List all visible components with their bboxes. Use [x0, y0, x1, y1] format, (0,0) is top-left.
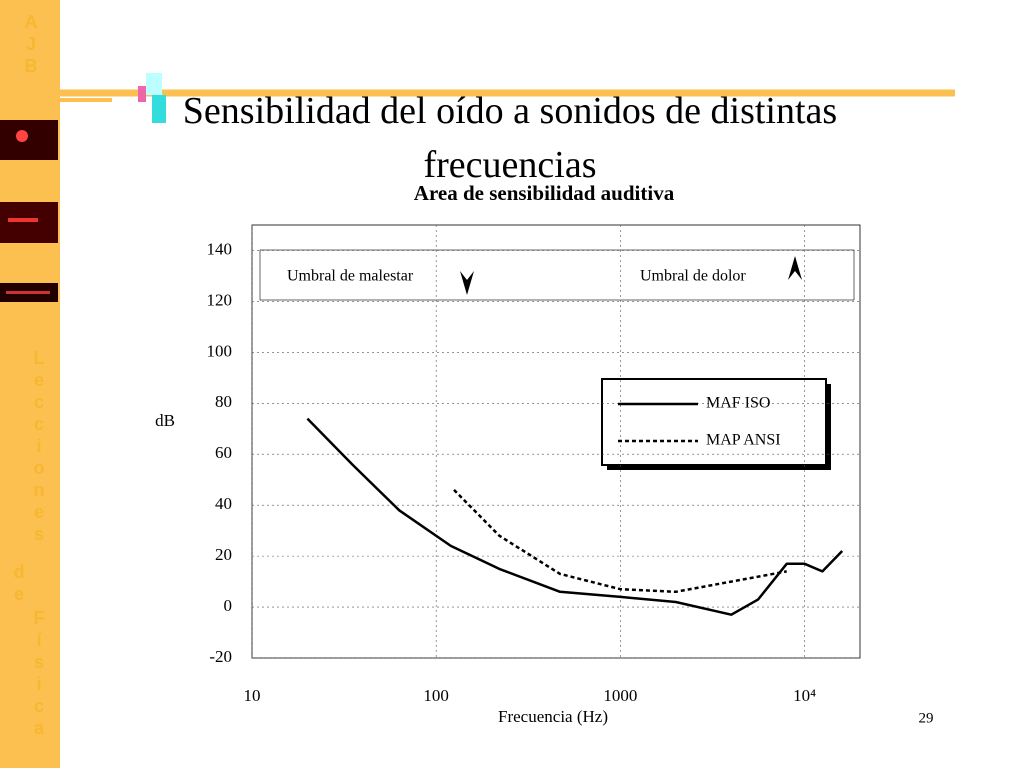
chart-title: Area de sensibilidad auditiva [414, 181, 675, 205]
sidebar-image-light [8, 218, 38, 222]
decor-square [138, 86, 146, 102]
y-tick-label: 100 [207, 341, 233, 360]
y-tick-label: 60 [215, 443, 232, 462]
x-axis-label: Frecuencia (Hz) [498, 707, 608, 726]
decor-square [146, 73, 162, 95]
sidebar-image [0, 120, 58, 160]
y-tick-label: -20 [209, 647, 232, 666]
sidebar-word: Lecciones [29, 348, 49, 546]
annotation-box [259, 249, 855, 301]
annotation: Umbral de dolor [640, 268, 746, 285]
sidebar-image [0, 202, 58, 243]
down-arrow [460, 271, 474, 295]
page-number: 29 [919, 710, 934, 726]
sidebar-word: de [9, 562, 29, 606]
annotation: Umbral de malestar [287, 268, 414, 285]
legend-box [601, 378, 827, 466]
decor-square [152, 95, 166, 123]
sidebar-initials: AJB [21, 12, 41, 78]
sidebar-image-light [16, 130, 28, 142]
series-line [453, 489, 787, 594]
y-tick-label: 40 [215, 494, 232, 513]
x-tick-label: 10⁴ [793, 686, 816, 705]
y-tick-label: 20 [215, 545, 232, 564]
legend-label: MAF ISO [706, 395, 770, 412]
slide-title: Sensibilidad del oído a sonidos de disti… [182, 90, 838, 186]
sidebar-word: Física [29, 608, 49, 740]
legend-label: MAP ANSI [706, 432, 781, 449]
sidebar-image-light [6, 291, 50, 294]
y-axis-label: dB [155, 411, 175, 430]
up-arrow [788, 256, 802, 280]
series-line [306, 417, 844, 616]
y-tick-label: 140 [207, 239, 233, 258]
x-tick-label: 100 [423, 686, 449, 705]
x-tick-label: 1000 [603, 686, 637, 705]
y-tick-label: 120 [207, 290, 233, 309]
y-tick-label: 0 [224, 596, 233, 615]
x-tick-label: 10 [244, 686, 261, 705]
y-tick-label: 80 [215, 392, 232, 411]
